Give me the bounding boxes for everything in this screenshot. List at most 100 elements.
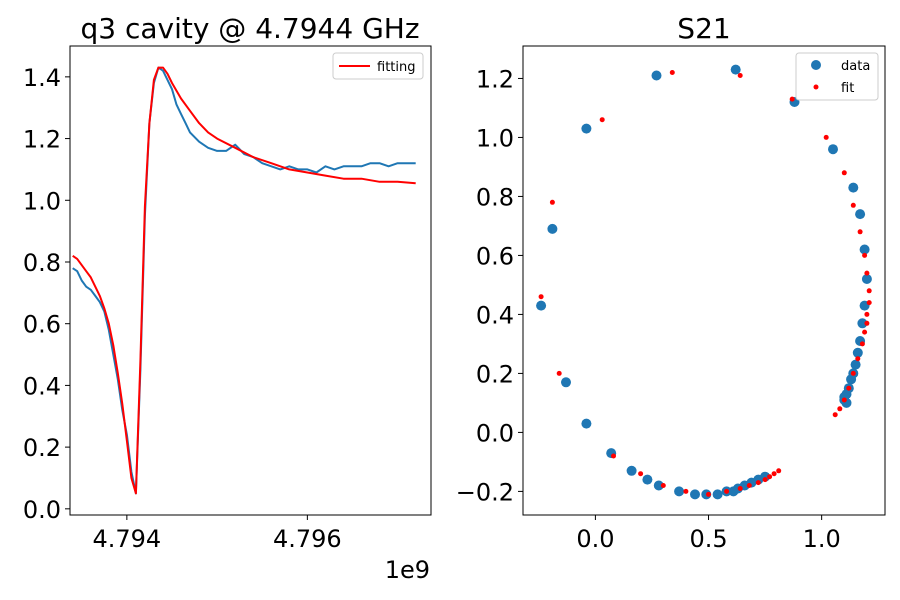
right-point-data [642,474,653,485]
left-legend-box [332,52,424,80]
right-point-data [712,489,723,500]
right-y-tick-label: 0.2 [476,360,514,388]
right-y-tick-label: 1.2 [476,65,514,93]
right-point-fit [683,488,689,494]
right-point-fit [850,202,856,208]
left-x-tick-label: 4.794 [92,525,161,553]
right-y-tick-label: 0.0 [476,419,514,447]
left-legend: fitting [332,52,424,80]
left-axis-ticks: 4.794 4.796 0.0 0.2 0.4 0.6 0.8 1.0 1.2 1.4 [23,64,342,553]
right-point-fit [864,270,870,276]
right-point-fit [823,134,829,140]
left-y-tick-label: 0.2 [23,434,61,462]
right-point-fit [556,370,562,376]
right-point-fit [862,252,868,258]
right-point-fit [859,341,865,347]
right-legend-fit-swatch [813,84,819,90]
right-point-data [850,359,861,370]
right-point-data [730,64,741,75]
right-point-fit [776,468,782,474]
right-point-data [653,480,664,491]
right-y-tick-label: 0.4 [476,301,514,329]
right-point-fit [832,412,838,418]
right-point-fit [746,483,752,488]
left-panel: q3 cavity @ 4.7944 GHz 4.794 4.796 0.0 0.2 0… [23,12,432,584]
right-legend-data-swatch [811,60,821,70]
right-point-fit [611,453,616,459]
right-chart-title: S21 [677,12,730,45]
right-point-fit [538,294,544,300]
right-point-fit [762,477,768,483]
right-point-data [828,144,838,155]
right-axes-frame [522,45,886,516]
right-point-fit [789,96,795,102]
left-axes-frame [69,45,432,516]
right-point-fit [837,406,843,412]
right-point-data [861,274,872,284]
right-y-tick-label: 0.8 [476,183,514,211]
right-point-fit [767,474,773,480]
right-point-data [674,486,685,497]
right-point-data [859,244,870,255]
left-y-tick-label: 1.4 [23,64,61,92]
right-point-data [651,70,662,81]
right-point-fit [660,483,666,488]
right-point-fit [841,397,847,403]
right-point-fit [866,288,872,294]
right-point-data [690,489,700,500]
right-point-data [626,465,637,476]
right-y-tick-label: −0.2 [456,478,514,506]
left-legend-fitting-label: fitting [377,60,416,75]
left-series-line-measured [72,66,416,495]
right-point-fit [846,385,852,391]
left-y-tick-label: 0.6 [23,311,61,339]
right-point-fit [638,471,644,477]
right-panel: S21 0.0 0.5 1.0 −0.2 0.0 0.2 0.4 0.6 0.8 1.0 1.2 d… [456,12,886,553]
right-point-fit [549,199,555,205]
right-point-fit [864,311,870,317]
right-legend-data-label: data [841,59,870,74]
right-legend-fit-label: fit [841,81,854,96]
right-point-data [561,377,571,388]
right-point-fit [706,491,711,497]
right-point-fit [737,73,743,78]
right-point-fit [862,329,868,335]
left-y-tick-label: 0.8 [23,249,61,277]
left-x-tick-label: 4.796 [273,525,342,553]
right-point-fit [857,229,863,235]
right-point-data [852,347,863,358]
right-x-tick-label: 0.0 [576,525,614,553]
right-point-data [857,318,868,329]
right-axis-ticks: 0.0 0.5 1.0 −0.2 0.0 0.2 0.4 0.6 0.8 1.0 1.2 [456,65,841,553]
left-chart-title: q3 cavity @ 4.7944 GHz [80,12,419,45]
right-point-fit [850,370,856,376]
right-point-data [581,123,592,134]
left-y-tick-label: 1.2 [23,126,61,154]
right-point-fit [864,320,870,326]
right-point-fit [855,356,861,362]
right-x-tick-label: 0.5 [689,525,727,553]
right-point-fit [599,117,605,123]
right-legend: data fit [795,52,879,101]
left-y-tick-label: 0.0 [23,496,61,524]
right-point-fit [755,480,761,486]
right-plot-area [536,64,872,500]
right-y-tick-label: 1.0 [476,124,514,152]
left-series-line-fitting [72,66,416,495]
right-point-fit [737,486,743,491]
right-point-fit [669,70,675,75]
right-point-fit [841,170,847,176]
right-point-data [536,300,547,311]
right-x-tick-label: 1.0 [803,525,841,553]
left-x-offset-label: 1e9 [385,556,430,584]
right-point-data [848,182,859,193]
left-plot-area [72,66,416,495]
right-point-data [855,209,866,220]
right-point-data [547,223,558,234]
right-point-fit [771,471,777,477]
right-point-fit [866,300,872,306]
right-point-data [846,374,857,385]
left-y-tick-label: 0.4 [23,372,61,400]
left-y-tick-label: 1.0 [23,187,61,215]
